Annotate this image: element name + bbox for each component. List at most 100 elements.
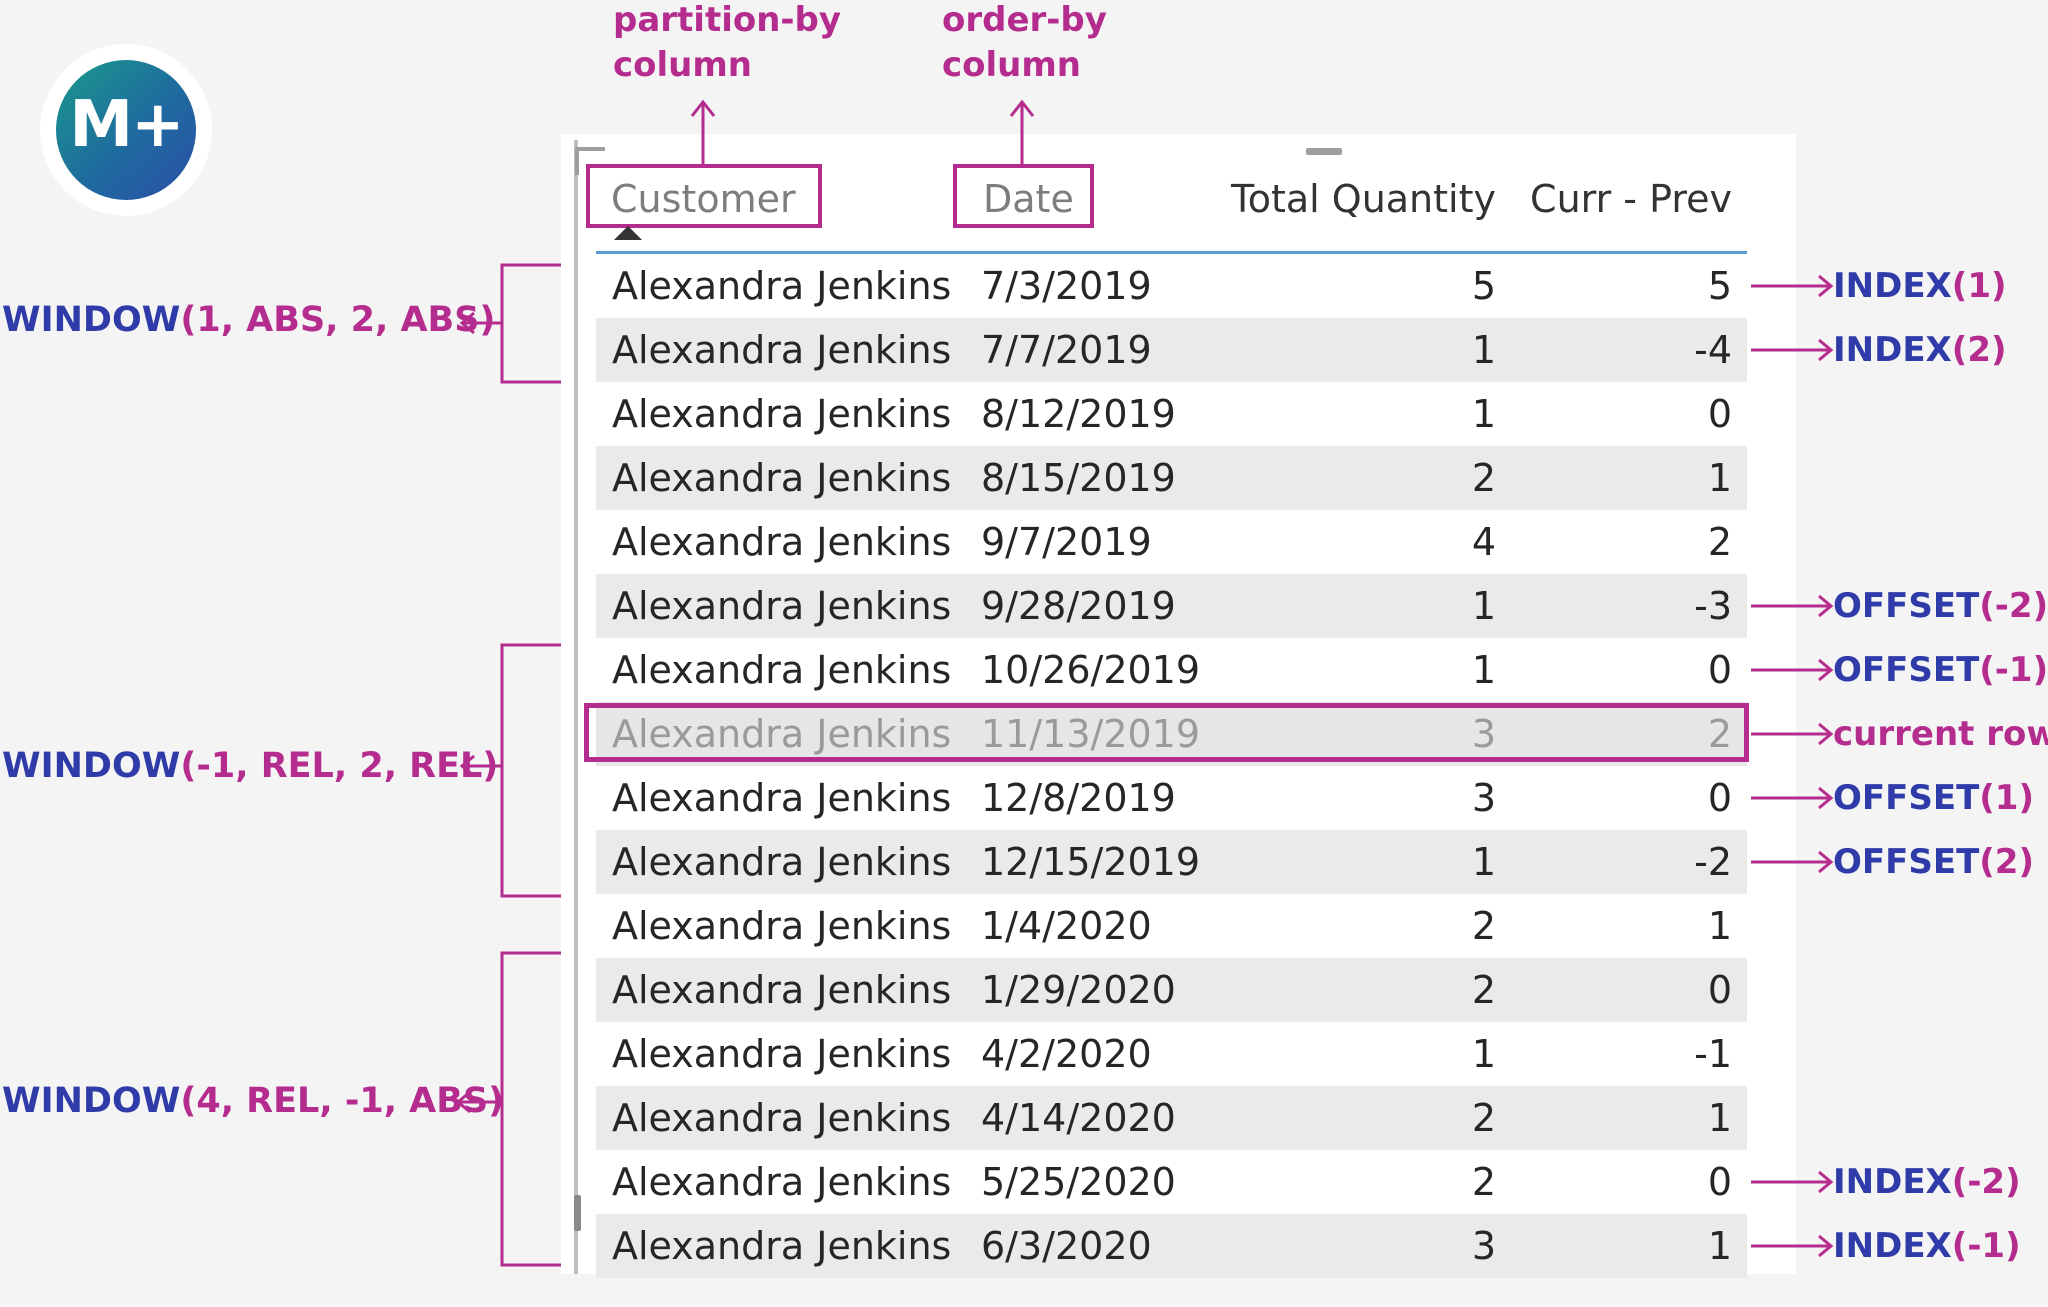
cell-date: 9/7/2019 bbox=[981, 520, 1152, 564]
right-arrow-head bbox=[1818, 850, 1834, 874]
right-label-arg: (2) bbox=[1951, 330, 2007, 370]
cell-date: 6/3/2020 bbox=[981, 1224, 1152, 1268]
cell-total-quantity: 1 bbox=[1471, 584, 1496, 628]
order-by-line1: order-by bbox=[942, 0, 1107, 40]
right-label: OFFSET(-2) bbox=[1833, 586, 2048, 626]
cell-total-quantity: 1 bbox=[1471, 840, 1496, 884]
right-label-fn: OFFSET bbox=[1833, 842, 1980, 882]
right-label: OFFSET(1) bbox=[1833, 778, 2034, 818]
partition-column-highlight bbox=[586, 164, 822, 228]
window-fn: WINDOW bbox=[2, 1081, 181, 1121]
right-label: OFFSET(-1) bbox=[1833, 650, 2048, 690]
cell-curr-prev: 0 bbox=[1707, 648, 1732, 692]
cell-customer: Alexandra Jenkins bbox=[612, 648, 952, 692]
cell-total-quantity: 5 bbox=[1471, 264, 1496, 308]
logo-text: M+ bbox=[69, 88, 184, 162]
window-fn: WINDOW bbox=[2, 300, 181, 340]
table-row[interactable]: Alexandra Jenkins 12/15/2019 1 -2 bbox=[596, 830, 1747, 894]
right-label-arg: (1) bbox=[1979, 778, 2035, 818]
cell-total-quantity: 1 bbox=[1471, 1032, 1496, 1076]
table-row[interactable]: Alexandra Jenkins 6/3/2020 3 1 bbox=[596, 1214, 1747, 1278]
right-label-fn: OFFSET bbox=[1833, 778, 1980, 818]
cell-date: 8/15/2019 bbox=[981, 456, 1176, 500]
right-arrow-head bbox=[1818, 338, 1834, 362]
cell-curr-prev: 2 bbox=[1707, 520, 1732, 564]
table-row[interactable]: Alexandra Jenkins 7/7/2019 1 -4 bbox=[596, 318, 1747, 382]
right-label-arg: current row bbox=[1833, 714, 2048, 754]
window-label-1: WINDOW(1, ABS, 2, ABS) bbox=[2, 298, 495, 342]
table-row[interactable]: Alexandra Jenkins 8/15/2019 2 1 bbox=[596, 446, 1747, 510]
right-label-fn: INDEX bbox=[1833, 1162, 1952, 1202]
order-by-line2: column bbox=[942, 45, 1082, 85]
table-row[interactable]: Alexandra Jenkins 1/29/2020 2 0 bbox=[596, 958, 1747, 1022]
column-header-curr-prev[interactable]: Curr - Prev bbox=[1530, 177, 1732, 221]
cell-date: 11/13/2019 bbox=[981, 712, 1201, 756]
cell-total-quantity: 3 bbox=[1471, 1224, 1496, 1268]
column-header-total-quantity[interactable]: Total Quantity bbox=[1230, 177, 1496, 221]
window-bracket-1 bbox=[500, 263, 561, 384]
cell-customer: Alexandra Jenkins bbox=[612, 776, 952, 820]
table-row[interactable]: Alexandra Jenkins 9/28/2019 1 -3 bbox=[596, 574, 1747, 638]
table-row[interactable]: Alexandra Jenkins 7/3/2019 5 5 bbox=[596, 254, 1747, 318]
cell-customer: Alexandra Jenkins bbox=[612, 712, 952, 756]
table-row[interactable]: Alexandra Jenkins 10/26/2019 1 0 bbox=[596, 638, 1747, 702]
cell-date: 10/26/2019 bbox=[981, 648, 1201, 692]
right-arrow-head bbox=[1818, 594, 1834, 618]
window-fn: WINDOW bbox=[2, 746, 181, 786]
right-label-arg: (-1) bbox=[1979, 650, 2048, 690]
window-args: (-1, REL, 2, REL) bbox=[180, 746, 499, 786]
right-arrow-head bbox=[1818, 786, 1834, 810]
cell-date: 4/14/2020 bbox=[981, 1096, 1176, 1140]
right-label-fn: INDEX bbox=[1833, 1226, 1952, 1266]
cell-curr-prev: 5 bbox=[1707, 264, 1732, 308]
right-arrow-head bbox=[1818, 274, 1834, 298]
sort-ascending-icon[interactable] bbox=[614, 226, 642, 240]
cell-total-quantity: 1 bbox=[1471, 328, 1496, 372]
window-args: (1, ABS, 2, ABS) bbox=[180, 300, 496, 340]
window-bracket-1-head bbox=[459, 311, 475, 335]
table-row[interactable]: Alexandra Jenkins 5/25/2020 2 0 bbox=[596, 1150, 1747, 1214]
table-row[interactable]: Alexandra Jenkins 8/12/2019 1 0 bbox=[596, 382, 1747, 446]
cell-customer: Alexandra Jenkins bbox=[612, 968, 952, 1012]
order-column-highlight bbox=[953, 164, 1094, 228]
table-row[interactable]: Alexandra Jenkins 9/7/2019 4 2 bbox=[596, 510, 1747, 574]
cell-customer: Alexandra Jenkins bbox=[612, 1224, 952, 1268]
cell-customer: Alexandra Jenkins bbox=[612, 1096, 952, 1140]
table-row[interactable]: Alexandra Jenkins 1/4/2020 2 1 bbox=[596, 894, 1747, 958]
cell-customer: Alexandra Jenkins bbox=[612, 904, 952, 948]
cell-curr-prev: 1 bbox=[1707, 456, 1732, 500]
column-header-date[interactable]: Date bbox=[983, 177, 1074, 221]
right-label: INDEX(1) bbox=[1833, 266, 2007, 306]
window-label-3: WINDOW(4, REL, -1, ABS) bbox=[2, 1079, 504, 1123]
cell-date: 7/7/2019 bbox=[981, 328, 1152, 372]
drag-handle-icon[interactable] bbox=[1306, 148, 1342, 155]
cell-curr-prev: 0 bbox=[1707, 1160, 1732, 1204]
right-arrow-head bbox=[1818, 1170, 1834, 1194]
right-label-arg: (-1) bbox=[1951, 1226, 2021, 1266]
cell-total-quantity: 3 bbox=[1471, 776, 1496, 820]
right-label: current row bbox=[1833, 714, 2048, 754]
cell-customer: Alexandra Jenkins bbox=[612, 392, 952, 436]
order-arrow-head bbox=[1009, 99, 1035, 117]
right-label-fn: OFFSET bbox=[1833, 586, 1980, 626]
table-row[interactable]: Alexandra Jenkins 4/14/2020 2 1 bbox=[596, 1086, 1747, 1150]
cell-customer: Alexandra Jenkins bbox=[612, 1032, 952, 1076]
cell-curr-prev: -4 bbox=[1694, 328, 1732, 372]
right-arrow-head bbox=[1818, 658, 1834, 682]
current-table-row[interactable]: Alexandra Jenkins 11/13/2019 3 2 bbox=[596, 702, 1747, 766]
cell-total-quantity: 2 bbox=[1471, 968, 1496, 1012]
right-label-fn: INDEX bbox=[1833, 266, 1952, 306]
header-divider bbox=[596, 251, 1747, 254]
resize-grip-icon[interactable] bbox=[574, 1195, 581, 1231]
cell-total-quantity: 4 bbox=[1471, 520, 1496, 564]
cell-total-quantity: 1 bbox=[1471, 392, 1496, 436]
right-label: OFFSET(2) bbox=[1833, 842, 2034, 882]
table-row[interactable]: Alexandra Jenkins 12/8/2019 3 0 bbox=[596, 766, 1747, 830]
partition-arrow-head bbox=[690, 99, 716, 117]
cell-date: 1/29/2020 bbox=[981, 968, 1176, 1012]
table-row[interactable]: Alexandra Jenkins 4/2/2020 1 -1 bbox=[596, 1022, 1747, 1086]
corner-handle-icon[interactable] bbox=[575, 147, 605, 175]
column-header-customer[interactable]: Customer bbox=[611, 177, 796, 221]
cell-date: 8/12/2019 bbox=[981, 392, 1176, 436]
